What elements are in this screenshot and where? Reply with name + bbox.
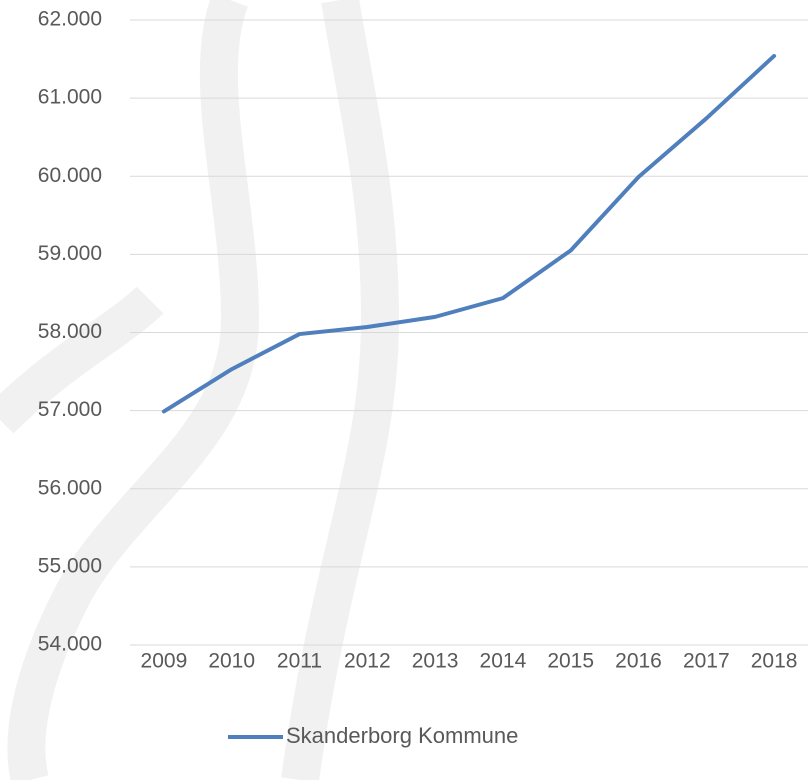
y-tick-label: 62.000 — [38, 8, 102, 31]
y-tick-label: 60.000 — [38, 164, 102, 187]
y-tick-label: 58.000 — [38, 320, 102, 343]
x-tick-label: 2014 — [480, 650, 527, 673]
y-tick-label: 55.000 — [38, 554, 102, 577]
x-tick-label: 2016 — [615, 650, 662, 673]
y-tick-label: 61.000 — [38, 86, 102, 109]
x-tick-label: 2010 — [208, 650, 255, 673]
y-tick-label: 59.000 — [38, 242, 102, 265]
legend-label: Skanderborg Kommune — [286, 723, 518, 748]
x-tick-label: 2018 — [751, 650, 798, 673]
y-tick-label: 57.000 — [38, 398, 102, 421]
x-tick-label: 2013 — [412, 650, 459, 673]
x-tick-label: 2011 — [277, 650, 322, 673]
x-tick-label: 2017 — [683, 650, 730, 673]
y-tick-label: 56.000 — [38, 476, 102, 499]
data-line — [161, 53, 777, 414]
x-tick-label: 2009 — [141, 650, 188, 673]
background-decoration — [0, 0, 400, 780]
y-tick-label: 54.000 — [38, 633, 102, 656]
x-tick-label: 2015 — [547, 650, 594, 673]
x-tick-label: 2012 — [344, 650, 391, 673]
